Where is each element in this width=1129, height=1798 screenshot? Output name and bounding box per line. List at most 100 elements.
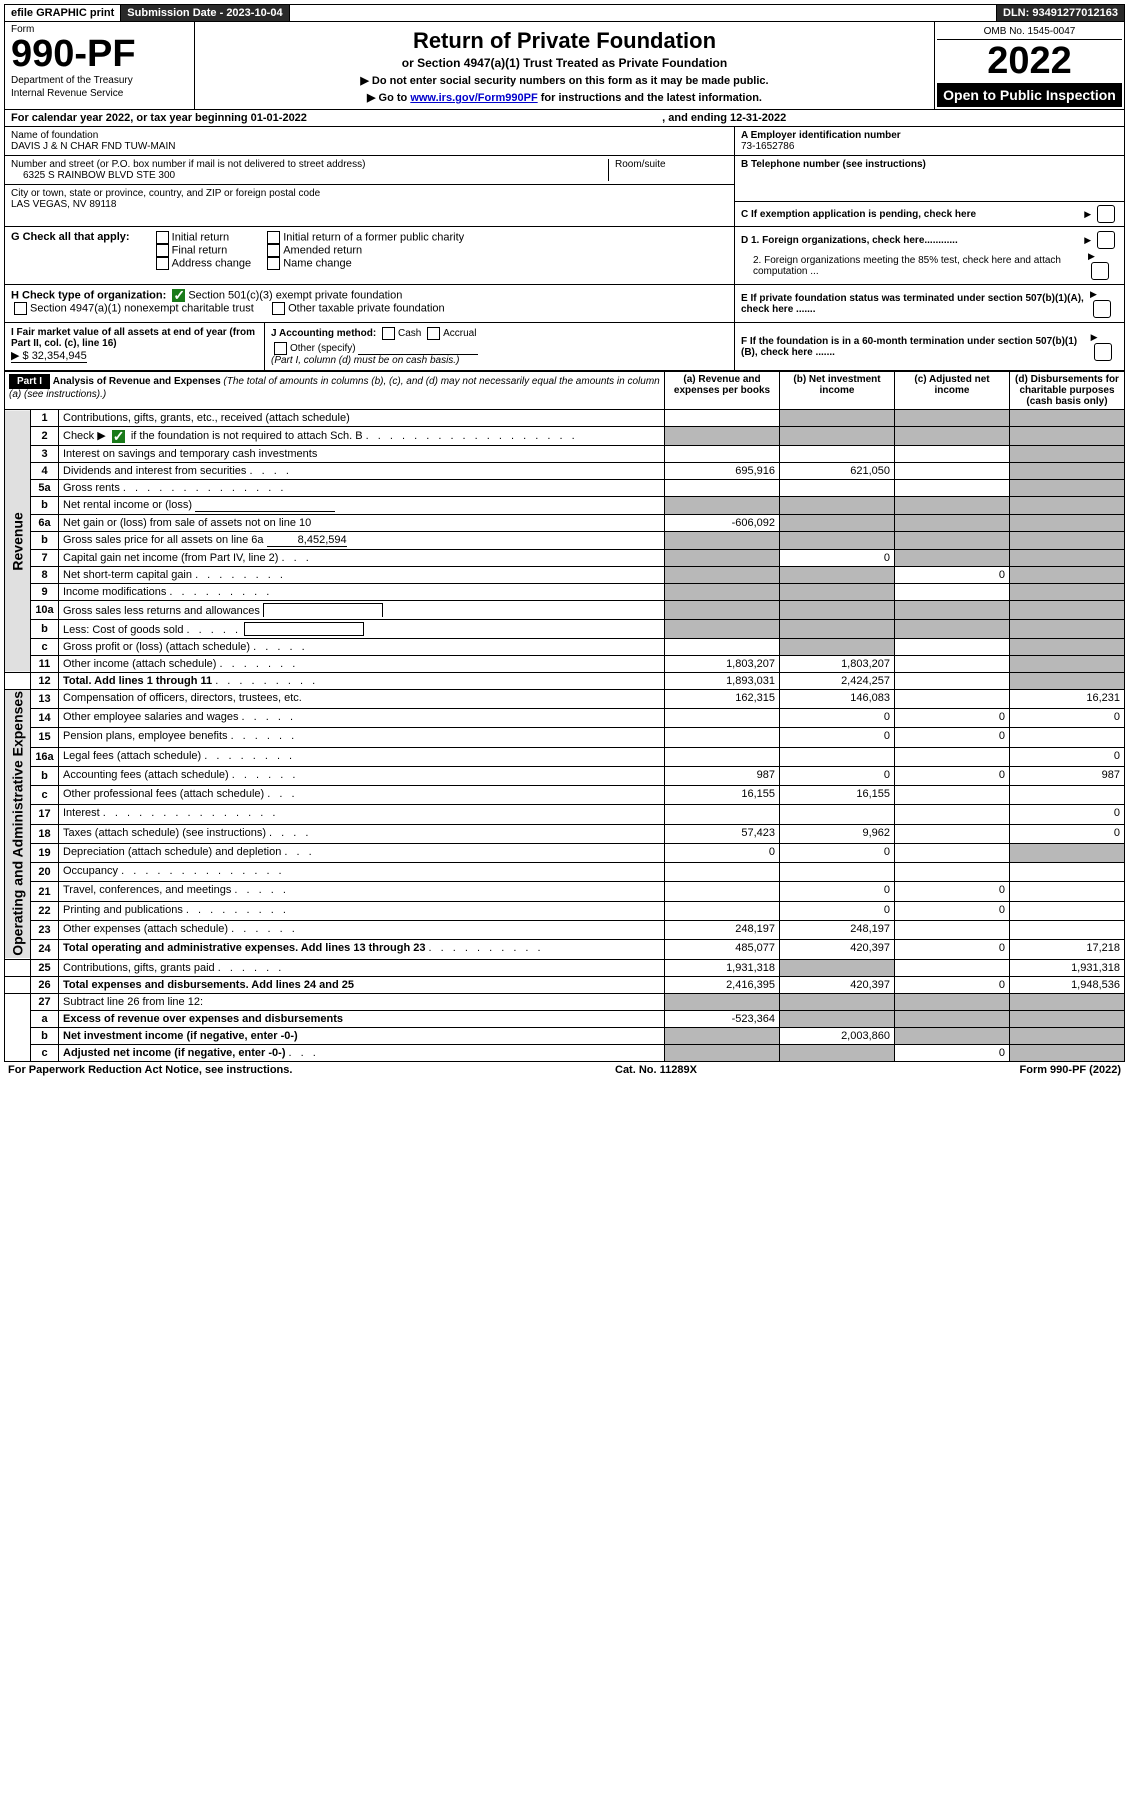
form990pf-link[interactable]: www.irs.gov/Form990PF <box>410 92 537 104</box>
phone-label: B Telephone number (see instructions) <box>741 159 1118 170</box>
j-accrual-checkbox[interactable] <box>427 327 440 340</box>
j-cash-checkbox[interactable] <box>382 327 395 340</box>
j-block: J Accounting method: Cash Accrual Other … <box>265 323 734 370</box>
foundation-name-cell: Name of foundation DAVIS J & N CHAR FND … <box>5 127 734 156</box>
foundation-name-label: Name of foundation <box>11 130 728 141</box>
header-right: OMB No. 1545-0047 2022 Open to Public In… <box>934 22 1124 109</box>
g-initial-return-checkbox[interactable] <box>156 231 169 244</box>
ein-value: 73-1652786 <box>741 141 1118 152</box>
h-opt1: Section 501(c)(3) exempt private foundat… <box>188 289 402 301</box>
d2-checkbox[interactable] <box>1091 262 1109 280</box>
expenses-side-label: Operating and Administrative Expenses <box>5 689 31 959</box>
row-16a: 16aLegal fees (attach schedule) . . . . … <box>5 747 1125 766</box>
j-other-checkbox[interactable] <box>274 342 287 355</box>
dln-label: DLN: 93491277012163 <box>997 5 1124 21</box>
omb-number: OMB No. 1545-0047 <box>937 24 1122 40</box>
h-e-block: H Check type of organization: Section 50… <box>4 285 1125 323</box>
ij-block: I Fair market value of all assets at end… <box>5 323 734 370</box>
efile-print-label[interactable]: efile GRAPHIC print <box>5 5 120 21</box>
f-label: F If the foundation is in a 60-month ter… <box>741 336 1091 358</box>
calendar-end: , and ending 12-31-2022 <box>662 112 1118 124</box>
g-final-return-checkbox[interactable] <box>156 244 169 257</box>
form-header: Form 990-PF Department of the Treasury I… <box>4 22 1125 110</box>
col-c-header: (c) Adjusted net income <box>895 372 1010 410</box>
i-block: I Fair market value of all assets at end… <box>5 323 265 370</box>
row-10b: bLess: Cost of goods sold . . . . . <box>5 619 1125 638</box>
g-opt-namechange: Name change <box>283 257 352 269</box>
g-initial-former-checkbox[interactable] <box>267 231 280 244</box>
header-left: Form 990-PF Department of the Treasury I… <box>5 22 195 109</box>
c-label: C If exemption application is pending, c… <box>741 209 976 220</box>
ein-cell: A Employer identification number 73-1652… <box>735 127 1124 156</box>
footer: For Paperwork Reduction Act Notice, see … <box>4 1062 1125 1078</box>
note-url: ▶ Go to www.irs.gov/Form990PF for instru… <box>205 91 924 104</box>
col-a-header: (a) Revenue and expenses per books <box>665 372 780 410</box>
j-accrual: Accrual <box>443 328 476 339</box>
row-14: 14Other employee salaries and wages . . … <box>5 709 1125 728</box>
g-opt-address: Address change <box>172 257 252 269</box>
d-block: D 1. Foreign organizations, check here..… <box>734 227 1124 284</box>
row-1: Revenue 1 Contributions, gifts, grants, … <box>5 410 1125 427</box>
row-6a: 6aNet gain or (loss) from sale of assets… <box>5 514 1125 531</box>
room-suite-label: Room/suite <box>608 159 728 181</box>
footer-catno: Cat. No. 11289X <box>615 1064 697 1076</box>
g-amended-checkbox[interactable] <box>267 244 280 257</box>
row-19: 19Depreciation (attach schedule) and dep… <box>5 843 1125 862</box>
h-other-taxable-checkbox[interactable] <box>272 302 285 315</box>
g-block: G Check all that apply: Initial return F… <box>5 227 734 284</box>
e-checkbox[interactable] <box>1093 300 1111 318</box>
row-2: 2 Check ▶ if the foundation is not requi… <box>5 427 1125 446</box>
h-opt3: Other taxable private foundation <box>288 302 445 314</box>
j-note: (Part I, column (d) must be on cash basi… <box>271 355 728 366</box>
part1-heading: Analysis of Revenue and Expenses <box>53 376 221 387</box>
c-checkbox[interactable] <box>1097 205 1115 223</box>
g-opt-initial: Initial return <box>172 231 229 243</box>
row-4: 4Dividends and interest from securities … <box>5 462 1125 479</box>
part1-badge: Part I <box>9 374 50 389</box>
f-checkbox[interactable] <box>1094 343 1112 361</box>
row-27c: cAdjusted net income (if negative, enter… <box>5 1044 1125 1061</box>
part1-table: Part I Analysis of Revenue and Expenses … <box>4 371 1125 1061</box>
e-label: E If private foundation status was termi… <box>741 293 1090 315</box>
row-5b: bNet rental income or (loss) <box>5 496 1125 514</box>
g-label: G Check all that apply: <box>11 231 130 243</box>
row-18: 18Taxes (attach schedule) (see instructi… <box>5 824 1125 843</box>
h-501c3-checkbox[interactable] <box>172 289 185 302</box>
d1-checkbox[interactable] <box>1097 231 1115 249</box>
irs-label: Internal Revenue Service <box>11 88 188 99</box>
schb-checkbox[interactable] <box>112 430 125 443</box>
g-opt-amended: Amended return <box>283 244 362 256</box>
form-number: 990-PF <box>11 35 188 73</box>
g-d-block: G Check all that apply: Initial return F… <box>4 227 1125 285</box>
h-label: H Check type of organization: <box>11 289 166 301</box>
footer-paperwork: For Paperwork Reduction Act Notice, see … <box>8 1064 292 1076</box>
submission-date: Submission Date - 2023-10-04 <box>121 5 288 21</box>
row-10c: cGross profit or (loss) (attach schedule… <box>5 638 1125 655</box>
arrow-icon <box>1084 209 1091 220</box>
row-26: 26Total expenses and disbursements. Add … <box>5 976 1125 993</box>
row-10a: 10aGross sales less returns and allowanc… <box>5 600 1125 619</box>
address-value: 6325 S RAINBOW BLVD STE 300 <box>11 170 608 181</box>
h-4947-checkbox[interactable] <box>14 302 27 315</box>
row-16c: cOther professional fees (attach schedul… <box>5 786 1125 805</box>
d1-label: D 1. Foreign organizations, check here..… <box>741 235 958 246</box>
h-opt2: Section 4947(a)(1) nonexempt charitable … <box>30 302 254 314</box>
i-value: ▶ $ 32,354,945 <box>11 349 87 363</box>
row-24: 24Total operating and administrative exp… <box>5 940 1125 959</box>
g-opt-final: Final return <box>172 244 228 256</box>
e-block: E If private foundation status was termi… <box>734 285 1124 322</box>
g-name-change-checkbox[interactable] <box>267 257 280 270</box>
row-9: 9Income modifications . . . . . . . . . <box>5 583 1125 600</box>
row-25: 25Contributions, gifts, grants paid . . … <box>5 959 1125 976</box>
g-address-change-checkbox[interactable] <box>156 257 169 270</box>
row1-desc: Contributions, gifts, grants, etc., rece… <box>59 410 665 427</box>
calendar-begin: For calendar year 2022, or tax year begi… <box>11 112 662 124</box>
form-title: Return of Private Foundation <box>205 28 924 54</box>
topbar-spacer <box>290 5 996 21</box>
row-11: 11Other income (attach schedule) . . . .… <box>5 655 1125 672</box>
dept-treasury: Department of the Treasury <box>11 75 188 86</box>
efile-top-bar: efile GRAPHIC print Submission Date - 20… <box>4 4 1125 22</box>
col-b-header: (b) Net investment income <box>780 372 895 410</box>
row-23: 23Other expenses (attach schedule) . . .… <box>5 920 1125 939</box>
identity-right: A Employer identification number 73-1652… <box>734 127 1124 226</box>
